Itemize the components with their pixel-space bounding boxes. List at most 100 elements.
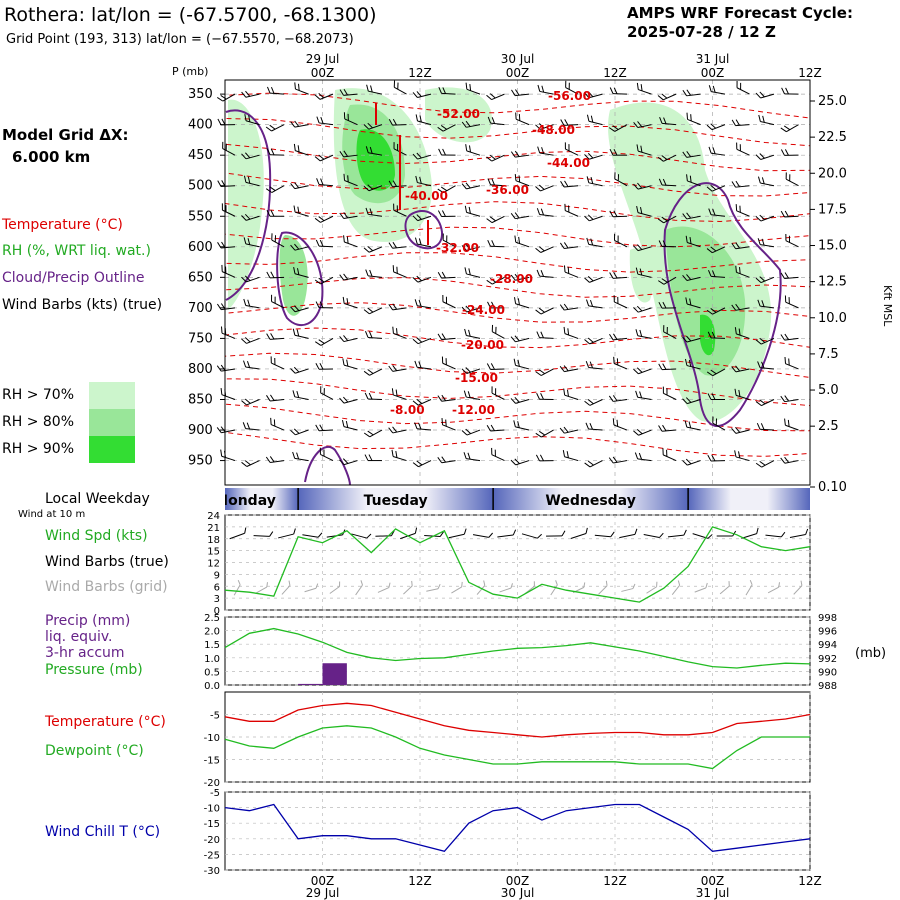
- wind-barb-staff: [319, 122, 334, 126]
- wind-barb-staff: [343, 93, 358, 96]
- wind-barb-flag: [690, 114, 692, 121]
- wind-barb-staff: [417, 215, 432, 222]
- wind-barb: [559, 303, 579, 311]
- wind-barb-staff: [245, 428, 260, 431]
- wind-barb: [535, 184, 554, 192]
- precip-panel-ytick: 2.5: [204, 613, 220, 624]
- wind-barb: [270, 356, 285, 370]
- wind-barb-flag: [346, 236, 349, 244]
- grid-wind-barb-flag: [411, 580, 413, 586]
- wind-barb-staff: [515, 364, 530, 370]
- wind-barb-flag: [563, 265, 566, 273]
- grid-wind-barb: [646, 581, 658, 594]
- surface-wind-barb-flag: [659, 532, 664, 538]
- wind-barb: [241, 152, 260, 160]
- wind-barb: [585, 422, 603, 431]
- grid-wind-barb-flag: [510, 583, 513, 589]
- wind-barb: [314, 93, 334, 100]
- wind-barb-flag: [536, 392, 540, 400]
- wind-barb-flag: [537, 146, 541, 154]
- wind-barb: [584, 91, 603, 99]
- wind-barb-flag: [537, 84, 541, 92]
- wind-barb-flag: [662, 178, 667, 186]
- wind-barb: [393, 80, 407, 95]
- temp-series-line: [224, 725, 810, 770]
- wind-barb-staff: [736, 210, 750, 217]
- wind-barb-staff: [760, 182, 775, 187]
- wind-barb-flag: [343, 173, 346, 181]
- wind-barb-staff: [245, 243, 260, 248]
- wind-barb-flag: [292, 328, 296, 336]
- precip-panel-ytick: 1.0: [204, 654, 220, 665]
- wind-barb-staff: [589, 399, 603, 406]
- wind-barb-flag: [780, 272, 785, 279]
- wind-barb-staff: [687, 460, 701, 466]
- wind-barb: [339, 458, 358, 466]
- wind-barb-flag: [487, 116, 492, 124]
- wind-barb-flag: [658, 240, 663, 247]
- grid-wind-barb-flag: [656, 581, 658, 587]
- wind-barb-staff: [515, 241, 530, 248]
- grid-wind-barb-staff: [499, 587, 512, 593]
- wind-barb-flag: [241, 276, 247, 283]
- wind-barb: [442, 233, 456, 248]
- wind-barb-flag: [486, 279, 493, 285]
- grid-wind-barb-flag: [749, 580, 753, 586]
- wind-barb-staff: [466, 185, 481, 190]
- wind-barb-staff: [540, 368, 554, 376]
- wind-barb: [414, 360, 432, 370]
- surface-wind-barb-flag: [756, 527, 759, 534]
- wind-barb-flag: [395, 450, 398, 458]
- wind-barb-flag: [510, 151, 516, 158]
- wind-barb: [393, 203, 407, 217]
- wind-barb-flag: [711, 393, 716, 400]
- wind-barb-flag: [269, 186, 276, 191]
- wind-barbs-legend: Wind Barbs (kts) (true): [2, 297, 163, 313]
- wind-barb-staff: [369, 368, 383, 376]
- wind-barb: [658, 301, 677, 309]
- wind-barb: [686, 112, 701, 126]
- wind-barb-staff: [320, 276, 334, 285]
- isotherm-label: -28.00: [490, 272, 533, 286]
- wind-barb-flag: [707, 269, 712, 277]
- grid-wind-barb-staff: [329, 586, 340, 594]
- wind-barb-flag: [566, 389, 569, 397]
- wind-barb: [684, 420, 701, 431]
- pressure-tick-label: 650: [188, 270, 213, 285]
- wind-barb: [535, 246, 554, 253]
- wind-barb-flag: [658, 178, 663, 186]
- wind-barb-flag: [290, 244, 296, 251]
- wind-chill-label: Wind Chill T (°C): [45, 824, 161, 840]
- wind-barb-staff: [735, 394, 750, 400]
- wind-barb-staff: [784, 460, 799, 464]
- grid-wind-barb-staff: [256, 586, 268, 594]
- wind-barb-flag: [446, 235, 448, 243]
- surface-wind-barb-flag: [537, 533, 542, 539]
- wind-barb-flag: [736, 142, 738, 150]
- wind-barb: [266, 210, 284, 217]
- grid-wind-barb-staff: [621, 588, 634, 592]
- surface-wind-barb: [741, 527, 759, 539]
- wind-barb-staff: [686, 399, 701, 405]
- wind-barb-flag: [416, 398, 423, 404]
- wind-barb-flag: [315, 424, 320, 432]
- wind-barb: [342, 296, 358, 309]
- date-label-bottom: 30 Jul: [501, 886, 535, 900]
- surface-wind-barb: [229, 527, 247, 540]
- surface-wind-barb: [570, 527, 588, 539]
- wind-barb-flag: [731, 242, 737, 250]
- wind-barb-flag: [315, 239, 320, 247]
- wind-barb: [712, 416, 726, 431]
- isotherm-line: [224, 143, 811, 172]
- wind-barb-flag: [347, 175, 349, 183]
- wind-barb: [780, 210, 799, 218]
- grid-wind-barb: [767, 582, 781, 594]
- wind-barb-flag: [416, 460, 423, 466]
- wind-barb-staff: [564, 429, 579, 434]
- wind-10m-label: Wind at 10 m: [18, 509, 86, 520]
- wind-barb-staff: [294, 457, 309, 462]
- wind-barb-flag: [489, 216, 496, 222]
- rh-field-area: [700, 314, 716, 356]
- wind-barb-staff: [662, 122, 677, 126]
- wind-barb: [685, 297, 701, 309]
